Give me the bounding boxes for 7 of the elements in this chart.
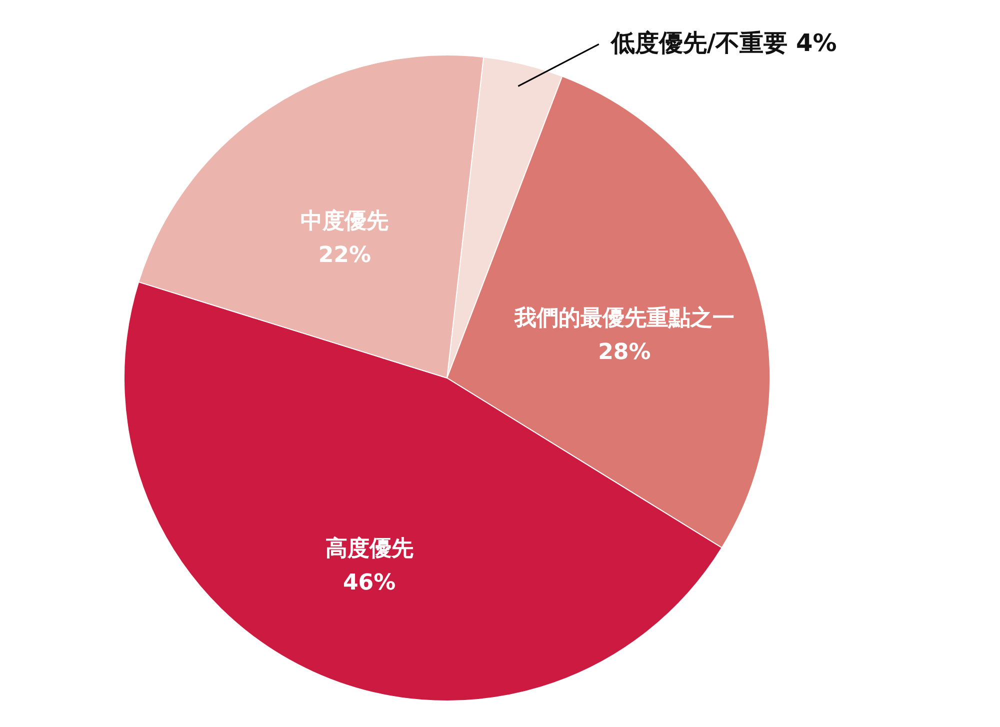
slice-label: 高度優先: [325, 535, 414, 562]
slice-label: 我們的最優先重點之一: [513, 304, 734, 331]
data-label: 28%: [598, 340, 651, 365]
data-label: 22%: [318, 243, 372, 268]
slice-label: 低度優先/不重要 4%: [610, 29, 837, 58]
slice-label: 中度優先: [300, 208, 389, 234]
data-label: 46%: [342, 570, 396, 596]
